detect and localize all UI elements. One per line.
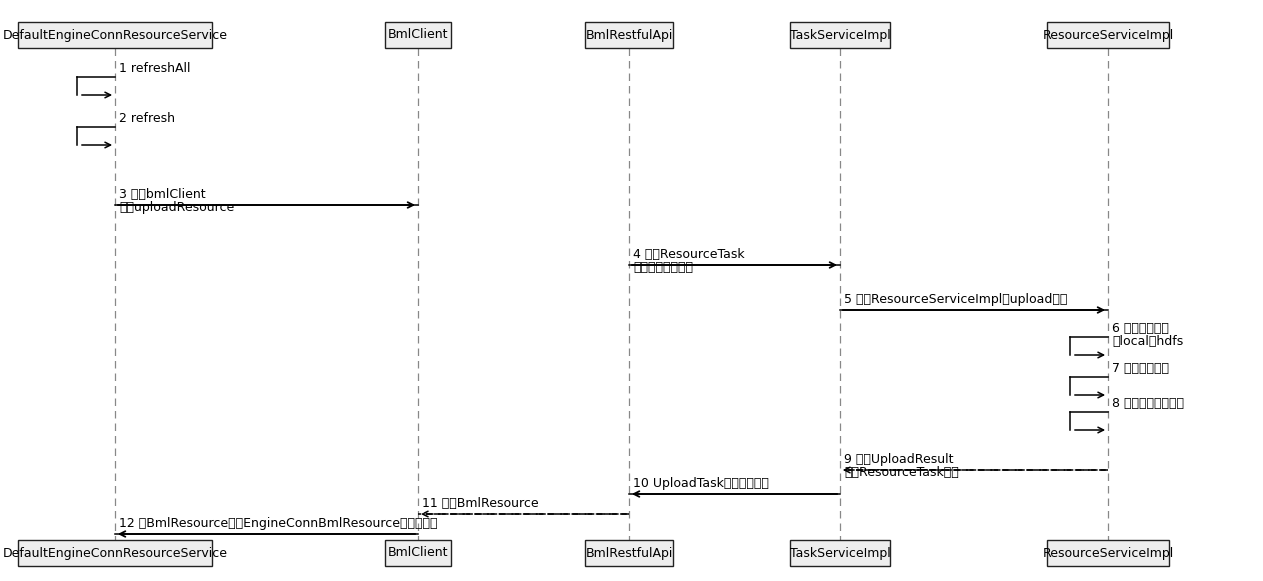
Text: 12 由BmlResource构造EngineConnBmlResource并存储记录: 12 由BmlResource构造EngineConnBmlResource并存… [119,517,437,530]
Text: 1 refreshAll: 1 refreshAll [119,62,191,75]
Text: 记录ResourceTask状态: 记录ResourceTask状态 [844,466,959,479]
FancyBboxPatch shape [1047,540,1170,566]
Text: ResourceServiceImpl: ResourceServiceImpl [1042,28,1173,41]
Text: 完成物料文件上传: 完成物料文件上传 [633,261,693,274]
Text: 6 物料文件保存: 6 物料文件保存 [1111,322,1168,335]
Text: 3 构造bmlClient: 3 构造bmlClient [119,188,206,201]
FancyBboxPatch shape [585,540,673,566]
Text: 5 执行ResourceServiceImpl的upload方法: 5 执行ResourceServiceImpl的upload方法 [844,293,1067,306]
Text: 7 保存物料记录: 7 保存物料记录 [1111,362,1170,375]
Text: BmlRestfulApi: BmlRestfulApi [585,547,673,560]
Text: 11 返囜BmlResource: 11 返囜BmlResource [422,497,538,510]
Text: BmlClient: BmlClient [388,547,448,560]
Text: 至local或hdfs: 至local或hdfs [1111,335,1183,348]
Text: 10 UploadTask状态执行成功: 10 UploadTask状态执行成功 [633,477,769,490]
Text: TaskServiceImpl: TaskServiceImpl [789,547,890,560]
Text: DefaultEngineConnResourceService: DefaultEngineConnResourceService [3,28,227,41]
Text: DefaultEngineConnResourceService: DefaultEngineConnResourceService [3,547,227,560]
FancyBboxPatch shape [791,22,890,48]
Text: 8 保存物料版本记录: 8 保存物料版本记录 [1111,397,1183,410]
FancyBboxPatch shape [1047,22,1170,48]
FancyBboxPatch shape [385,22,451,48]
Text: 4 构造ResourceTask: 4 构造ResourceTask [633,248,745,261]
Text: 9 返囜UploadResult: 9 返囜UploadResult [844,453,954,466]
Text: 执行uploadResource: 执行uploadResource [119,201,234,214]
Text: TaskServiceImpl: TaskServiceImpl [789,28,890,41]
FancyBboxPatch shape [385,540,451,566]
FancyBboxPatch shape [791,540,890,566]
Text: BmlRestfulApi: BmlRestfulApi [585,28,673,41]
Text: BmlClient: BmlClient [388,28,448,41]
Text: ResourceServiceImpl: ResourceServiceImpl [1042,547,1173,560]
FancyBboxPatch shape [18,22,212,48]
Text: 2 refresh: 2 refresh [119,112,176,125]
FancyBboxPatch shape [18,540,212,566]
FancyBboxPatch shape [585,22,673,48]
